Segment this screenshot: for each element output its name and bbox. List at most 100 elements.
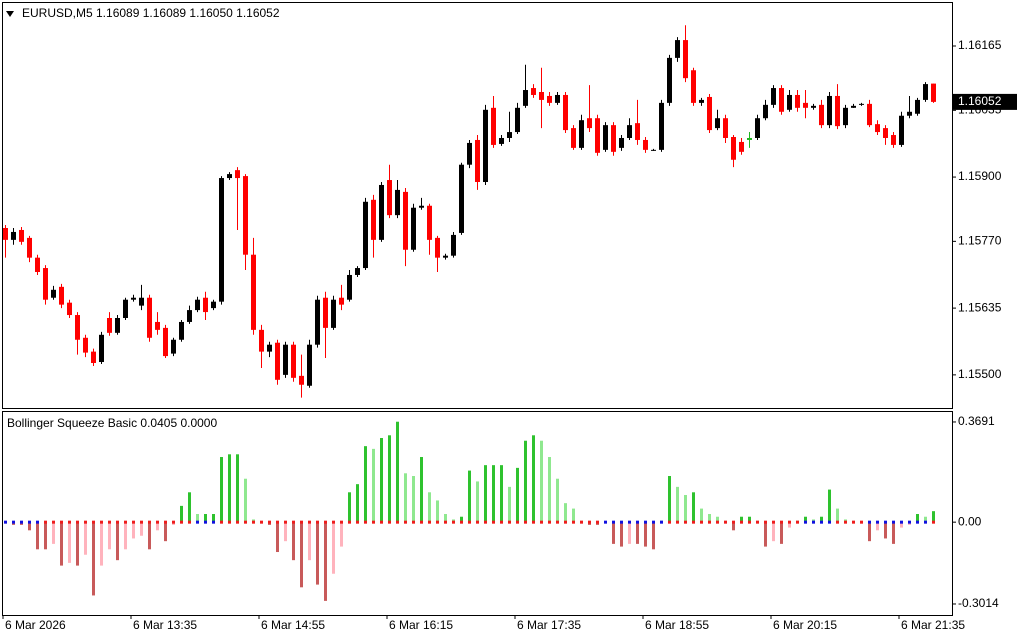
histogram-bar xyxy=(732,522,735,531)
histogram-bar xyxy=(828,489,831,523)
histogram-bar xyxy=(780,522,783,544)
squeeze-dot xyxy=(196,520,199,524)
candle-body xyxy=(675,40,680,58)
candle-body xyxy=(739,141,744,152)
squeeze-dot xyxy=(316,520,319,524)
squeeze-dot xyxy=(260,520,263,524)
candle-body xyxy=(195,299,200,311)
candle-body xyxy=(747,137,752,140)
indicator-title: Bollinger Squeeze Basic 0.0405 0.0000 xyxy=(7,416,217,430)
candle-body xyxy=(419,205,424,208)
squeeze-dot xyxy=(452,520,455,524)
histogram-bar xyxy=(276,522,279,553)
squeeze-dot xyxy=(644,520,647,524)
squeeze-dot xyxy=(244,520,247,524)
histogram-bar xyxy=(68,522,71,563)
candle-body xyxy=(363,201,368,269)
histogram-bar xyxy=(204,514,207,523)
candle-body xyxy=(755,118,760,138)
candle-body xyxy=(259,329,264,352)
candle-body xyxy=(491,107,496,145)
candle-body xyxy=(683,40,688,79)
squeeze-dot xyxy=(68,520,71,524)
candle-body xyxy=(59,286,64,305)
candle-body xyxy=(531,88,536,95)
squeeze-dot xyxy=(476,520,479,524)
squeeze-dot xyxy=(180,520,183,524)
squeeze-dot xyxy=(740,520,743,524)
histogram-bar xyxy=(340,522,343,547)
candle-body xyxy=(179,321,184,340)
squeeze-dot xyxy=(124,520,127,524)
candle-body xyxy=(507,132,512,138)
squeeze-dot xyxy=(92,520,95,524)
squeeze-dot xyxy=(492,520,495,524)
histogram-bar xyxy=(884,522,887,539)
squeeze-dot xyxy=(148,520,151,524)
candle-body xyxy=(715,118,720,129)
candle-body xyxy=(651,149,656,151)
candle-body xyxy=(587,118,592,129)
candle-body xyxy=(67,302,72,316)
histogram-bar xyxy=(876,522,879,531)
histogram-bar xyxy=(836,508,839,523)
candle-body xyxy=(555,94,560,103)
squeeze-dot xyxy=(860,520,863,524)
squeeze-dot xyxy=(596,520,599,524)
candle-body xyxy=(467,142,472,165)
x-tick-label: 6 Mar 18:55 xyxy=(645,618,709,632)
candle-body xyxy=(787,94,792,110)
candle-body xyxy=(291,344,296,378)
histogram-bar xyxy=(788,522,791,528)
candle-body xyxy=(411,207,416,250)
histogram-bar xyxy=(324,522,327,601)
histogram-bar xyxy=(492,465,495,523)
candle-body xyxy=(859,103,864,105)
candle-body xyxy=(27,237,32,258)
y-tick-label: 1.16165 xyxy=(958,38,1002,52)
y-tick-label: 1.15635 xyxy=(958,300,1002,314)
squeeze-dot xyxy=(84,520,87,524)
indicator-panel xyxy=(2,411,953,616)
candle-body xyxy=(123,299,128,318)
squeeze-dot xyxy=(804,520,807,524)
squeeze-dot xyxy=(724,520,727,524)
squeeze-dot xyxy=(164,520,167,524)
squeeze-dot xyxy=(812,520,815,524)
histogram-bar xyxy=(228,454,231,523)
squeeze-dot xyxy=(372,520,375,524)
x-tick-label: 6 Mar 21:35 xyxy=(901,618,965,632)
candle-body xyxy=(867,103,872,126)
histogram-bar xyxy=(164,522,167,542)
squeeze-dot xyxy=(532,520,535,524)
histogram-bar xyxy=(300,522,303,588)
squeeze-dot xyxy=(44,520,47,524)
candle-body xyxy=(19,229,24,242)
squeeze-dot xyxy=(924,520,927,524)
histogram-bar xyxy=(244,478,247,523)
squeeze-dot xyxy=(228,520,231,524)
candle-body xyxy=(627,125,632,138)
squeeze-dot xyxy=(788,520,791,524)
squeeze-dot xyxy=(380,520,383,524)
candle-body xyxy=(707,96,712,131)
price-box xyxy=(953,93,1017,110)
squeeze-dot xyxy=(524,520,527,524)
candle-body xyxy=(811,105,816,108)
candle-body xyxy=(523,90,528,106)
candle-body xyxy=(451,234,456,256)
candle-body xyxy=(499,137,504,144)
histogram-bar xyxy=(156,522,159,531)
candle-body xyxy=(75,315,80,340)
candle-body xyxy=(371,199,376,240)
histogram-bar xyxy=(564,503,567,523)
menu-arrow[interactable] xyxy=(6,11,14,17)
candle-body xyxy=(323,297,328,328)
squeeze-dot xyxy=(108,520,111,524)
squeeze-dot xyxy=(236,520,239,524)
squeeze-dot xyxy=(732,520,735,524)
squeeze-dot xyxy=(484,520,487,524)
histogram-bar xyxy=(572,508,575,523)
histogram-bar xyxy=(212,514,215,523)
